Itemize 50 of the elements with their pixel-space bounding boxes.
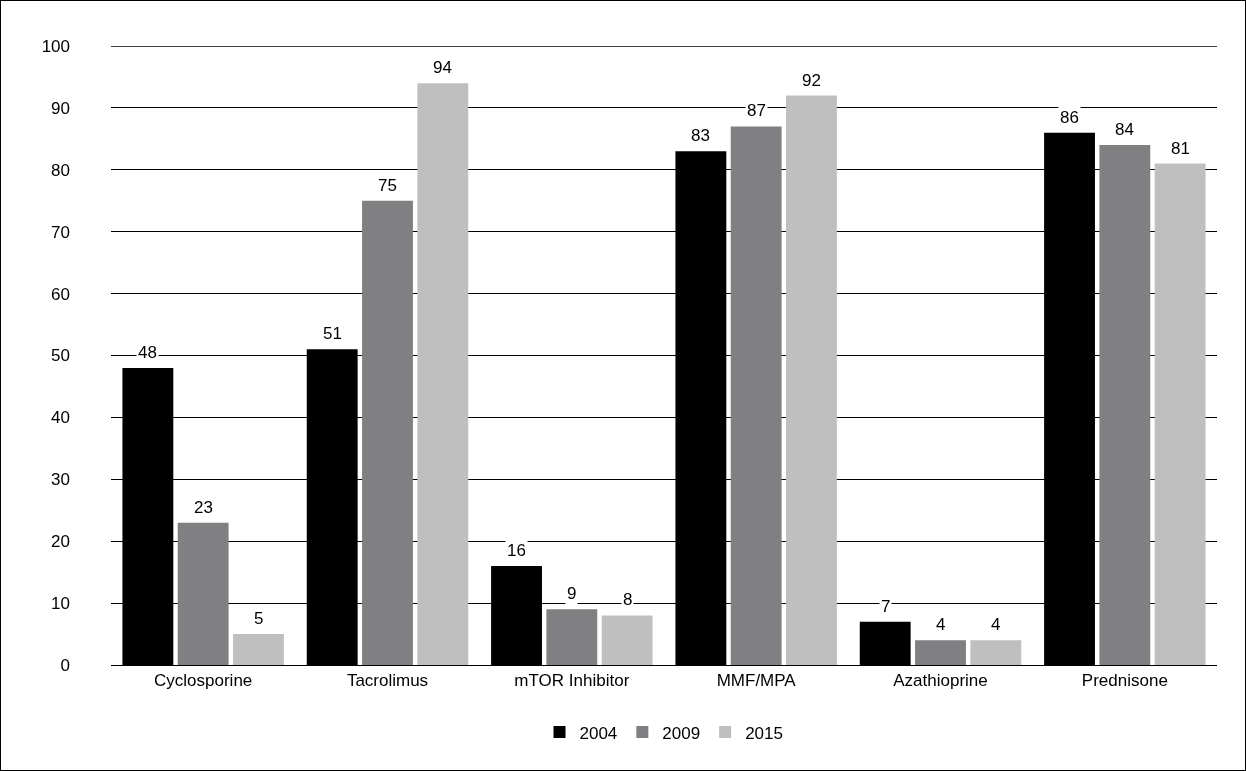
bar [730,126,782,665]
y-tick-label: 40 [51,408,70,428]
data-label: 7 [881,597,891,616]
data-label: 84 [1115,120,1134,139]
bar [970,640,1022,665]
x-tick-label: mTOR Inhibitor [514,671,630,691]
bar [1099,145,1151,665]
y-tick-label: 60 [51,284,70,304]
data-label: 94 [433,58,452,77]
data-label: 51 [323,324,342,343]
y-tick-label: 0 [60,655,70,675]
y-tick-label: 100 [41,36,70,56]
data-label: 9 [567,584,577,603]
data-label: 23 [194,498,213,517]
bar [177,522,229,665]
bar [233,634,284,665]
x-tick-label: MMF/MPA [716,671,797,691]
y-tick-label: 50 [51,346,70,366]
y-tick-label: 90 [51,98,70,118]
legend-label: 2015 [745,723,783,743]
x-tick-label: Tacrolimus [346,671,429,691]
data-label: 16 [507,541,526,560]
data-label: 48 [138,343,157,362]
bar [1154,163,1206,665]
data-label: 75 [378,176,397,195]
legend-label: 2004 [579,723,618,743]
data-label: 8 [623,590,633,609]
y-tick-label: 80 [51,160,70,180]
y-tick-label: 10 [51,594,70,614]
data-label: 83 [691,126,710,145]
y-tick-label: 20 [51,532,70,552]
y-tick-label: 30 [51,470,70,490]
data-label: 92 [802,71,821,90]
data-label: 81 [1171,139,1190,158]
data-label: 87 [747,101,766,120]
bar [786,95,837,665]
x-tick-label: Cyclosporine [154,671,253,691]
legend-label: 2009 [662,723,701,743]
bar [601,615,653,665]
bar [915,640,966,665]
bar [362,200,413,665]
data-label: 5 [254,609,264,628]
data-label: 4 [991,615,1001,634]
bar [417,83,469,665]
x-tick-label: Azathioprine [893,671,988,691]
data-label: 4 [936,615,946,634]
data-label: 86 [1060,108,1079,127]
y-tick-label: 70 [51,222,70,242]
x-tick-label: Prednisone [1081,671,1168,691]
bar [546,609,598,665]
